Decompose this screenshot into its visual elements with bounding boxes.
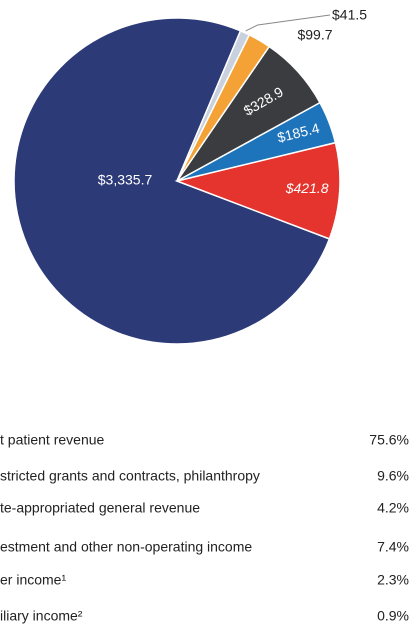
data-label: $421.8 [285, 180, 329, 196]
legend-percentage: 2.3% [377, 572, 409, 588]
legend-percentage: 0.9% [377, 608, 409, 624]
legend-percentage: 75.6% [369, 432, 409, 448]
legend-label: estment and other non-operating income [0, 539, 252, 555]
pie-slice [174, 141, 341, 240]
leader-line [245, 14, 331, 32]
pie-slice [176, 29, 251, 182]
pie-slice [13, 17, 331, 345]
legend-label: er income¹ [0, 572, 66, 588]
legend-percentage: 9.6% [377, 468, 409, 484]
legend-label: t patient revenue [0, 432, 105, 448]
legend-percentage: 4.2% [377, 500, 409, 516]
legend-label: te-appropriated general revenue [0, 500, 200, 516]
data-label: $3,335.7 [98, 172, 153, 188]
data-label: $41.5 [332, 7, 367, 23]
legend-percentage: 7.4% [377, 539, 409, 555]
data-label: $99.7 [297, 27, 332, 43]
legend-label: stricted grants and contracts, philanthr… [0, 468, 260, 484]
legend-label: iliary income² [0, 608, 83, 624]
